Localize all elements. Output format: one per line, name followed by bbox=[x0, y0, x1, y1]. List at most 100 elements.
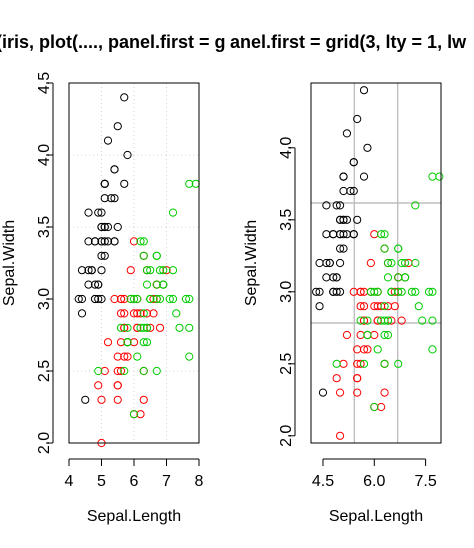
data-point-virginica bbox=[380, 359, 389, 368]
data-point-versicolor bbox=[356, 359, 365, 368]
figure-title-left: (iris, plot(...., panel.first = g bbox=[0, 32, 226, 52]
data-point-setosa bbox=[74, 294, 83, 304]
data-point-virginica bbox=[159, 266, 168, 275]
x-axis-label: Sepal.Length bbox=[87, 508, 181, 525]
data-point-setosa bbox=[97, 222, 106, 232]
figure-title-right: anel.first = grid(3, lty = 1, lw bbox=[230, 32, 467, 52]
data-point-virginica bbox=[407, 287, 417, 296]
data-point-virginica bbox=[428, 345, 437, 354]
data-point-setosa bbox=[332, 201, 341, 210]
data-point-versicolor bbox=[94, 381, 103, 390]
data-point-virginica bbox=[380, 330, 389, 340]
data-point-virginica bbox=[380, 230, 389, 239]
x-tick-label: 6.0 bbox=[363, 473, 385, 490]
data-point-versicolor bbox=[139, 395, 148, 404]
data-point-versicolor bbox=[116, 366, 126, 376]
x-tick-label: 5 bbox=[97, 473, 106, 490]
data-point-virginica bbox=[383, 330, 393, 340]
data-point-virginica bbox=[394, 244, 403, 253]
data-point-setosa bbox=[110, 237, 119, 246]
data-point-setosa bbox=[100, 222, 109, 232]
data-point-virginica bbox=[136, 237, 145, 246]
data-point-setosa bbox=[84, 237, 93, 246]
data-point-versicolor bbox=[103, 338, 113, 347]
data-point-versicolor bbox=[110, 294, 119, 304]
data-point-versicolor bbox=[366, 258, 375, 268]
data-point-setosa bbox=[84, 266, 93, 275]
x-tick-label: 7.5 bbox=[414, 473, 436, 490]
data-point-versicolor bbox=[339, 359, 348, 368]
data-point-versicolor bbox=[149, 294, 158, 304]
data-point-virginica bbox=[380, 302, 389, 311]
data-point-setosa bbox=[315, 258, 324, 268]
data-point-virginica bbox=[373, 345, 382, 354]
data-point-virginica bbox=[185, 323, 194, 332]
left-panel: 4 5 6 7 8 2.0 2.5 3.0 3.5 4.0 4.5 Sepal.Length Sepal… bbox=[1, 72, 204, 525]
data-point-setosa bbox=[97, 208, 106, 217]
data-point-virginica bbox=[397, 287, 406, 296]
data-point-virginica bbox=[387, 287, 396, 296]
data-point-virginica bbox=[116, 323, 126, 332]
y-tick-label: 3.0 bbox=[36, 288, 53, 310]
data-point-setosa bbox=[103, 222, 113, 232]
y-tick-label: 2.0 bbox=[278, 425, 295, 447]
data-point-setosa bbox=[342, 129, 352, 138]
data-point-setosa bbox=[318, 388, 328, 397]
data-point-virginica bbox=[380, 316, 389, 325]
data-point-setosa bbox=[100, 237, 109, 246]
y-tick-label: 4.0 bbox=[36, 144, 53, 166]
data-point-setosa bbox=[359, 172, 369, 181]
data-point-versicolor bbox=[397, 316, 406, 325]
data-point-versicolor bbox=[342, 330, 352, 340]
data-point-versicolor bbox=[129, 338, 139, 347]
data-point-virginica bbox=[356, 316, 365, 325]
data-point-setosa bbox=[97, 251, 106, 260]
y-tick-label: 3.0 bbox=[278, 281, 295, 303]
data-point-versicolor bbox=[377, 402, 386, 412]
data-point-virginica bbox=[139, 251, 148, 260]
data-point-virginica bbox=[152, 366, 161, 376]
y-tick-label: 3.5 bbox=[36, 216, 53, 238]
data-point-setosa bbox=[353, 215, 362, 224]
data-point-virginica bbox=[168, 294, 178, 304]
data-point-versicolor bbox=[120, 294, 129, 304]
data-point-setosa bbox=[77, 294, 87, 304]
data-point-virginica bbox=[414, 302, 423, 311]
data-point-versicolor bbox=[100, 366, 109, 376]
data-point-versicolor bbox=[120, 352, 129, 361]
data-point-setosa bbox=[325, 258, 334, 268]
data-point-setosa bbox=[339, 215, 348, 224]
data-point-setosa bbox=[90, 280, 100, 289]
data-point-virginica bbox=[142, 266, 152, 275]
data-point-setosa bbox=[359, 86, 369, 95]
data-point-setosa bbox=[312, 287, 321, 296]
data-point-versicolor bbox=[113, 352, 122, 361]
data-point-versicolor bbox=[136, 410, 145, 419]
data-point-virginica bbox=[172, 309, 181, 318]
plot-frame bbox=[68, 82, 200, 444]
data-point-virginica bbox=[370, 287, 379, 296]
data-point-versicolor bbox=[380, 388, 389, 397]
data-point-virginica bbox=[366, 287, 375, 296]
data-point-virginica bbox=[383, 316, 393, 325]
data-point-virginica bbox=[133, 352, 142, 361]
y-tick-label: 3.5 bbox=[278, 209, 295, 231]
data-point-setosa bbox=[120, 93, 129, 102]
data-point-virginica bbox=[152, 280, 161, 289]
plot-frame bbox=[310, 82, 442, 444]
y-tick-label: 2.0 bbox=[36, 432, 53, 454]
data-point-versicolor bbox=[363, 345, 372, 354]
data-point-virginica bbox=[159, 280, 168, 289]
data-point-virginica bbox=[411, 287, 420, 296]
data-point-setosa bbox=[77, 309, 87, 318]
data-point-virginica bbox=[397, 258, 406, 268]
data-point-virginica bbox=[377, 230, 386, 239]
data-point-setosa bbox=[346, 186, 355, 196]
data-point-setosa bbox=[335, 258, 345, 268]
data-point-virginica bbox=[185, 294, 194, 304]
y-tick-label: 2.5 bbox=[278, 353, 295, 375]
data-point-virginica bbox=[394, 359, 403, 368]
data-point-versicolor bbox=[113, 366, 122, 376]
data-point-setosa bbox=[113, 222, 122, 232]
data-point-setosa bbox=[353, 114, 362, 124]
